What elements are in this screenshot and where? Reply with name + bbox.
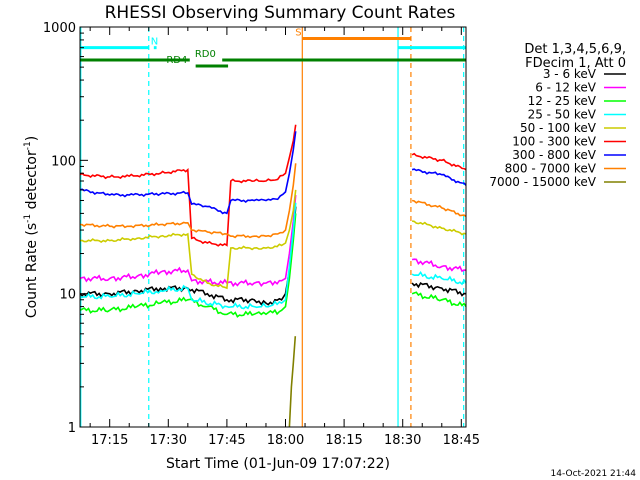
y-axis-label-sup2: -1 — [23, 141, 33, 150]
series-6-line-2 — [411, 152, 467, 171]
series-9 — [288, 336, 297, 428]
series-1 — [79, 206, 467, 306]
legend-label-6: 100 - 300 keV — [512, 135, 596, 149]
series-1-line-2 — [411, 281, 467, 297]
legend-label-2: 6 - 12 keV — [535, 81, 597, 95]
series-5-line-1 — [79, 189, 297, 290]
flag-bar-rd0: RD0 — [80, 49, 466, 62]
legend-label-3: 12 - 25 keV — [528, 94, 597, 108]
series-7-line-2 — [411, 168, 467, 186]
legend-label-9: 7000 - 15000 keV — [489, 175, 596, 189]
flag-label-s: S — [295, 27, 301, 38]
flag-bar-rd4: RD4 — [166, 55, 229, 68]
series-4-line-2 — [411, 270, 467, 286]
legend-label-5: 50 - 100 keV — [520, 121, 597, 135]
x-axis-label: Start Time (01-Jun-09 17:07:22) — [166, 456, 390, 472]
series-2-line-2 — [411, 258, 467, 273]
date-stamp: 14-Oct-2021 21:44 — [551, 469, 637, 479]
flag-label-rd4: RD4 — [166, 55, 187, 66]
series-3-line-1 — [79, 213, 297, 318]
series-8 — [79, 163, 467, 239]
y-tick-label-4: 1 — [68, 421, 76, 436]
x-tick-label-7: 18:45 — [443, 433, 480, 448]
y-axis-label-mid: detector — [24, 150, 40, 214]
y-tick-label-3: 10 — [59, 288, 76, 303]
axes: 1000 100 10 1 17:15 17:30 17:45 18:00 18:15 18:30… — [43, 21, 480, 448]
series-9-line-1 — [288, 336, 297, 428]
flag-bar-n: N — [80, 37, 466, 50]
legend-header-line1: Det 1,3,4,5,6,9, — [524, 42, 626, 57]
flag-bar-s: S — [295, 27, 411, 40]
y-tick-label-1: 1000 — [43, 21, 76, 36]
series-8-line-1 — [79, 163, 297, 239]
plot-area: N S RD0 RD4 — [79, 27, 467, 428]
flag-label-rd0: RD0 — [195, 49, 216, 60]
series-3-line-2 — [411, 291, 467, 308]
x-tick-label-5: 18:15 — [325, 433, 362, 448]
y-axis-label-sup1: -1 — [23, 214, 33, 223]
legend: Det 1,3,4,5,6,9, FDecim 1, Att 0 3 - 6 k… — [489, 42, 626, 189]
series-4-line-1 — [79, 202, 297, 310]
series-6 — [79, 124, 467, 247]
plot-frame — [79, 26, 467, 428]
series-5-line-2 — [411, 220, 467, 236]
series-7 — [79, 131, 467, 215]
legend-label-1: 3 - 6 keV — [543, 67, 597, 81]
legend-label-8: 800 - 7000 keV — [505, 162, 597, 176]
series-8-line-2 — [411, 199, 467, 218]
series-2 — [79, 194, 467, 288]
x-tick-label-6: 18:30 — [384, 433, 421, 448]
y-tick-label-2: 100 — [51, 154, 76, 169]
legend-label-7: 300 - 800 keV — [512, 148, 596, 162]
chart-title: RHESSI Observing Summary Count Rates — [105, 3, 456, 23]
y-axis-label-main: Count Rate (s — [24, 223, 40, 318]
x-tick-label-1: 17:15 — [91, 433, 128, 448]
series-7-line-1 — [79, 131, 297, 215]
series-1-line-1 — [79, 206, 297, 306]
x-tick-label-2: 17:30 — [150, 433, 187, 448]
legend-label-4: 25 - 50 keV — [528, 108, 597, 122]
series-6-line-1 — [79, 124, 297, 247]
series-4 — [79, 202, 467, 310]
y-axis-label-end: ) — [24, 136, 40, 141]
x-tick-label-3: 17:45 — [208, 433, 245, 448]
legend-header-line2: FDecim 1, Att 0 — [525, 56, 626, 71]
flag-label-n: N — [151, 37, 158, 48]
series-5 — [79, 189, 467, 290]
y-axis-label: Count Rate (s-1 detector-1) — [23, 136, 40, 318]
x-tick-label-4: 18:00 — [267, 433, 304, 448]
series-2-line-1 — [79, 194, 297, 288]
series-3 — [79, 213, 467, 318]
